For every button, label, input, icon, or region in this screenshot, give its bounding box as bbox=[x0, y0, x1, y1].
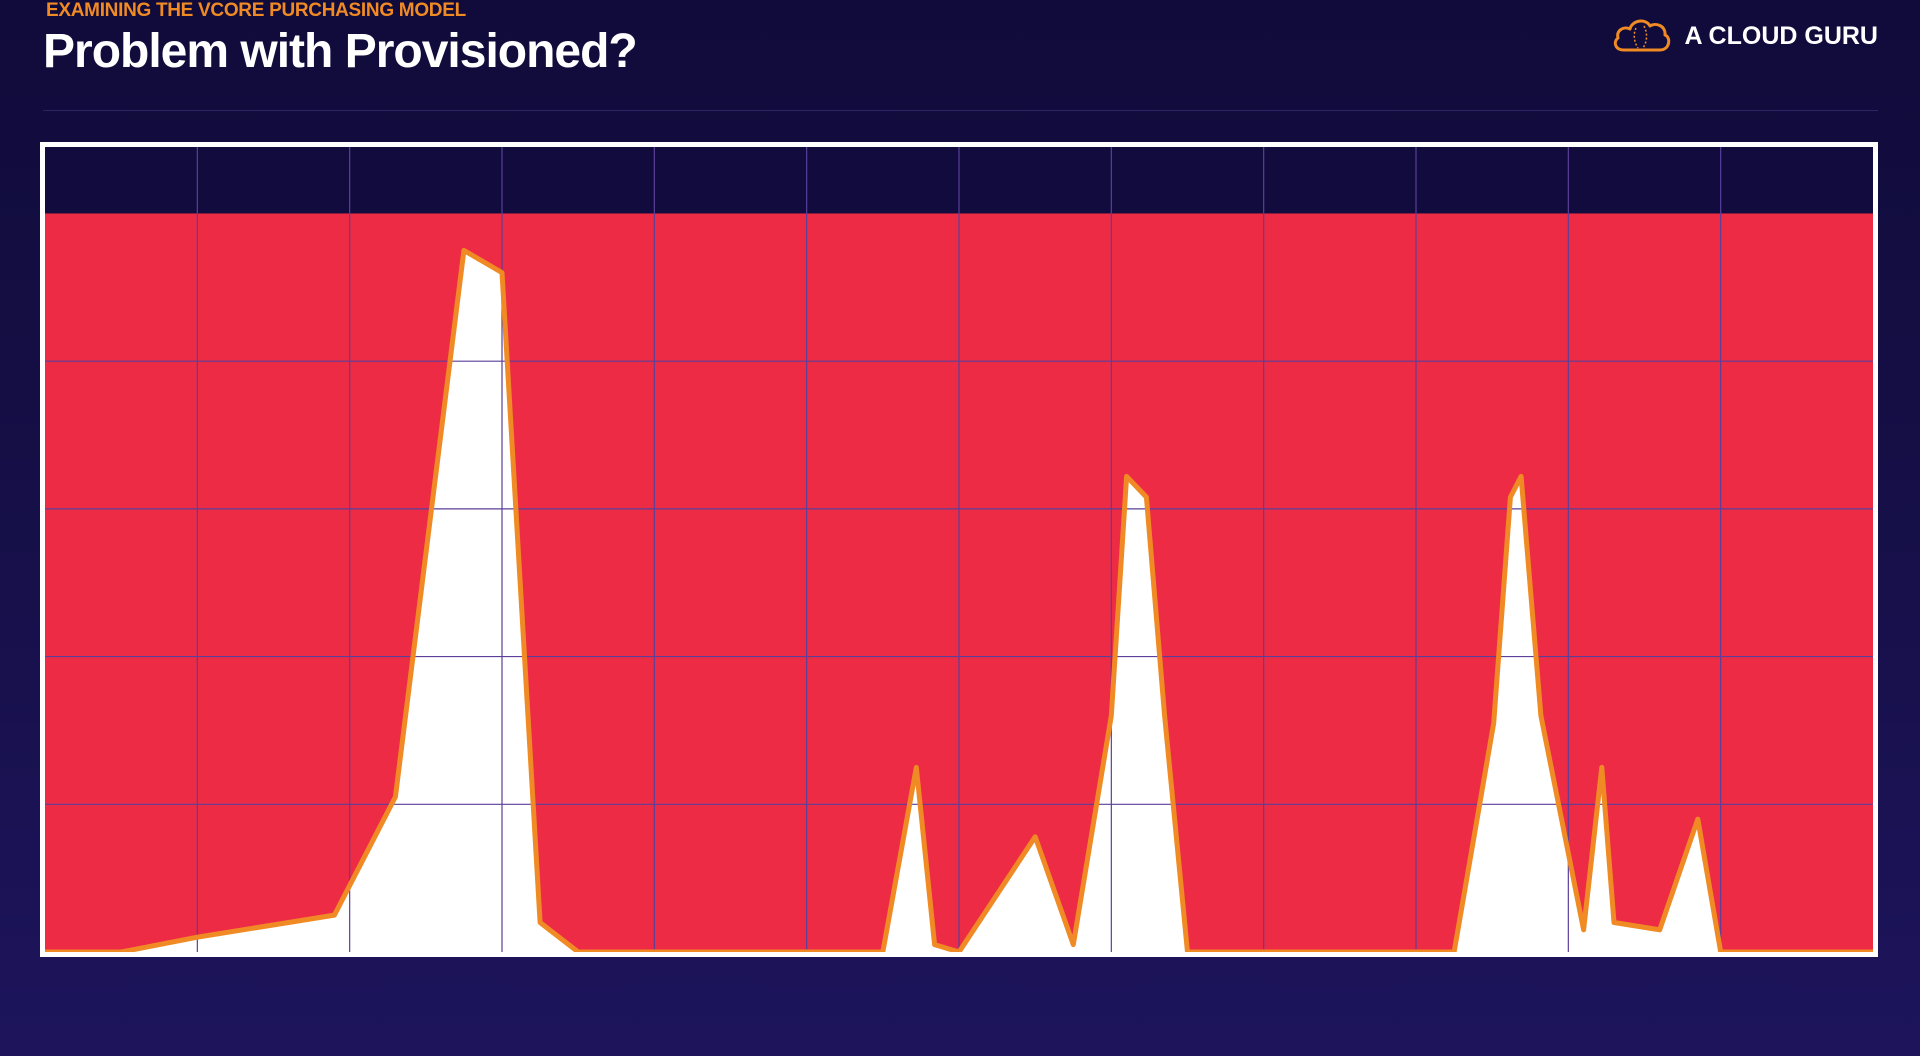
chart-canvas bbox=[45, 147, 1873, 952]
brand-name: A CLOUD GURU bbox=[1684, 22, 1878, 50]
brand-logo: A CLOUD GURU bbox=[1610, 14, 1878, 59]
section-kicker: EXAMINING THE VCORE PURCHASING MODEL bbox=[46, 0, 466, 21]
usage-chart bbox=[40, 142, 1878, 957]
header-divider bbox=[43, 110, 1878, 111]
slide-title: Problem with Provisioned? bbox=[43, 25, 638, 78]
cloud-logo-icon bbox=[1610, 14, 1672, 59]
usage-line-0 bbox=[45, 247, 1873, 952]
